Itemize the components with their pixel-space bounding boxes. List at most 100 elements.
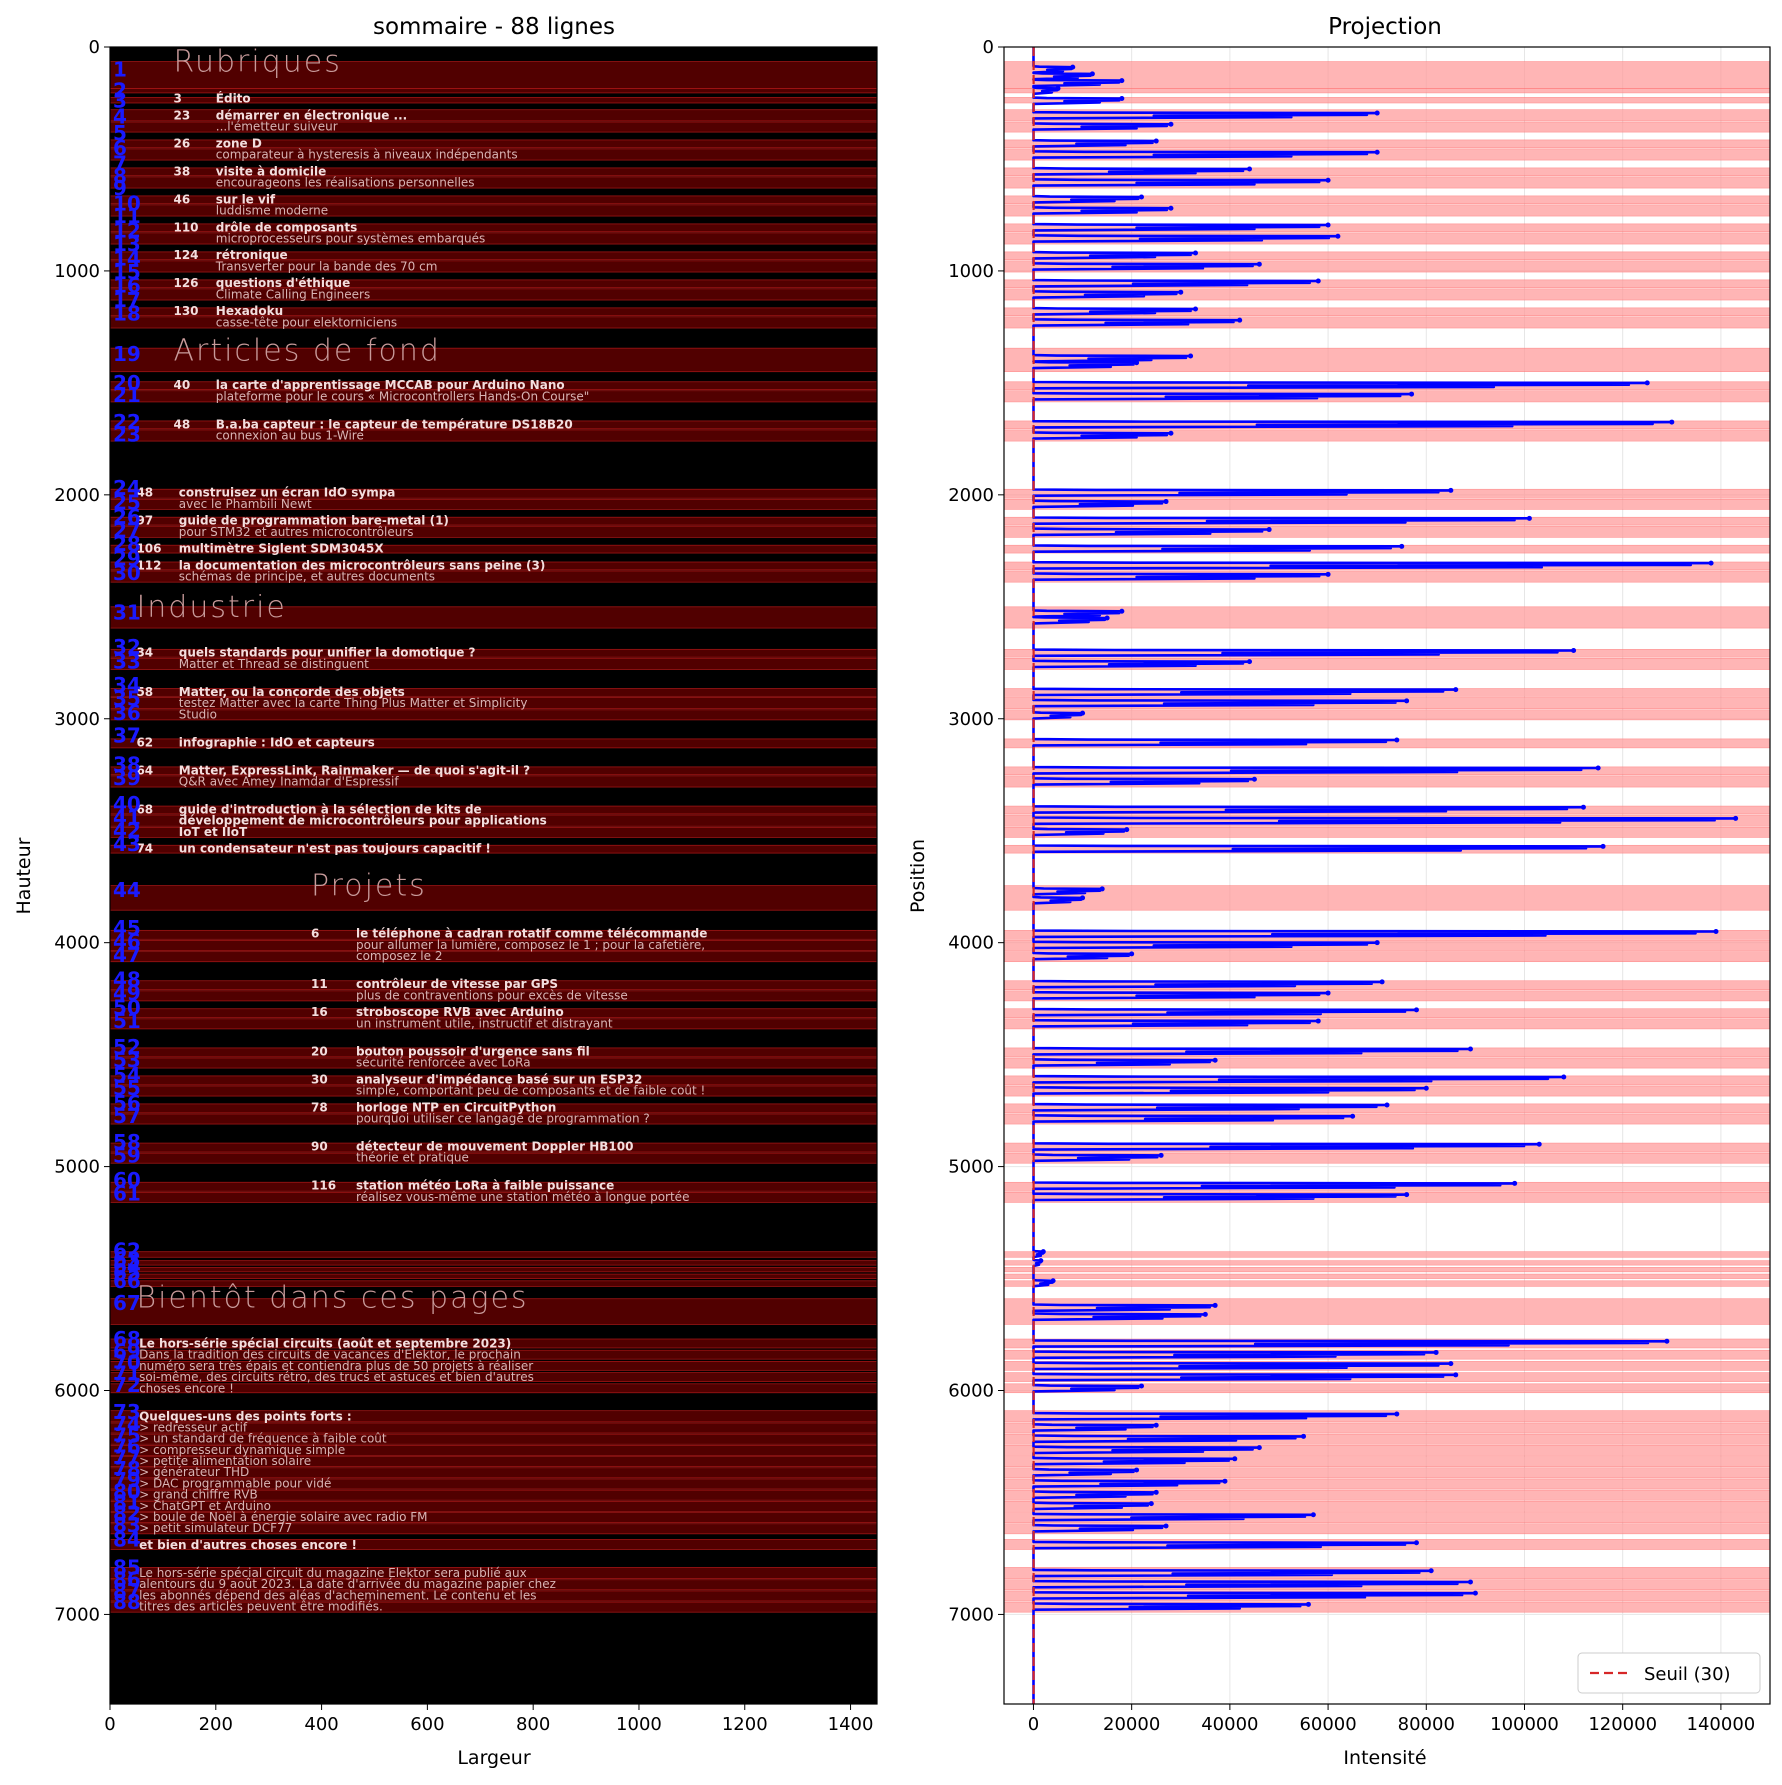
line-number: 46: [113, 930, 141, 954]
entry-text: Hexadoku: [216, 304, 283, 318]
projection-peak: [1433, 1349, 1439, 1355]
projection-peak: [1580, 804, 1586, 810]
right-chart-title: Projection: [1328, 14, 1442, 40]
projection-peak: [1119, 78, 1125, 84]
entry-text: > petit simulateur DCF77: [139, 1521, 292, 1535]
projection-peak: [1413, 1540, 1419, 1546]
projection-peak: [1163, 1523, 1169, 1529]
projection-peak: [1188, 353, 1194, 359]
projection-peak: [1305, 1601, 1311, 1607]
entry-page-number: 6: [311, 927, 319, 941]
x-tick-label: 140000: [1687, 1714, 1756, 1735]
projection-peak: [1134, 360, 1140, 366]
entry-text: connexion au bus 1-Wire: [216, 428, 364, 442]
y-tick-label: 2000: [948, 485, 994, 506]
projection-peak: [1256, 261, 1262, 267]
line-number: 12: [113, 219, 141, 243]
x-tick-label: 0: [104, 1714, 115, 1735]
line-number: 6: [113, 136, 127, 160]
right-row-band: [1003, 1280, 1771, 1287]
entry-page-number: 3: [173, 92, 181, 106]
projection-peak: [1138, 194, 1144, 200]
line-number: 51: [113, 1009, 141, 1033]
entry-text: pour allumer la lumière, composez le 1 ;…: [356, 938, 705, 952]
entry-text: IoT et IIoT: [179, 825, 248, 839]
entry-text: réalisez vous-même une station météo à l…: [356, 1190, 689, 1204]
projection-peak: [1104, 615, 1110, 621]
projection-peak: [1526, 515, 1532, 521]
projection-peak: [1350, 1113, 1356, 1119]
entry-text: rétronique: [216, 248, 288, 262]
entry-page-number: 90: [311, 1139, 328, 1153]
projection-peak: [1080, 710, 1086, 716]
projection-peak: [1080, 895, 1086, 901]
legend: Seuil (30): [1577, 1652, 1761, 1694]
projection-peak: [1315, 278, 1321, 284]
line-number: 77: [113, 1446, 141, 1470]
entry-page-number: 62: [136, 735, 153, 749]
line-number: 78: [113, 1457, 141, 1481]
entry-page-number: 130: [173, 304, 198, 318]
left-x-axis-label: Largeur: [457, 1747, 530, 1769]
projection-peak: [1089, 71, 1095, 77]
projection-peak: [1571, 647, 1577, 653]
line-number: 33: [113, 650, 141, 674]
line-number: 40: [113, 792, 141, 816]
line-number: 79: [113, 1468, 141, 1492]
line-number: 65: [113, 1261, 141, 1285]
line-number: 88: [113, 1590, 141, 1614]
projection-peak: [1384, 1102, 1390, 1108]
projection-peak: [1423, 1085, 1429, 1091]
line-number: 87: [113, 1579, 141, 1603]
line-number: 74: [113, 1412, 141, 1436]
y-tick-label: 2000: [54, 485, 100, 506]
left-row-band: [109, 1273, 878, 1279]
entry-page-number: 110: [173, 220, 198, 234]
y-tick-label: 3000: [54, 709, 100, 730]
projection-peak: [1168, 430, 1174, 436]
line-number: 2: [113, 79, 127, 103]
line-number: 45: [113, 916, 141, 940]
right-row-band: [1003, 709, 1771, 721]
line-number: 35: [113, 687, 141, 711]
line-number: 39: [113, 766, 141, 790]
line-number: 26: [113, 505, 141, 529]
entry-text: un condensateur n'est pas toujours capac…: [179, 842, 491, 856]
left-row-band: [109, 1298, 878, 1325]
line-number: 76: [113, 1434, 141, 1458]
projection-peak: [1232, 1456, 1238, 1462]
x-tick-label: 40000: [1201, 1714, 1258, 1735]
projection-peak: [1212, 1302, 1218, 1308]
entry-text: pour STM32 et autres microcontrôleurs: [179, 525, 414, 539]
projection-peak: [1448, 487, 1454, 493]
right-projection-lines: [1032, 47, 1739, 1704]
x-tick-label: 600: [410, 1714, 444, 1735]
y-tick-label: 6000: [948, 1381, 994, 1402]
projection-peak: [1168, 121, 1174, 127]
line-number: 63: [113, 1248, 141, 1272]
y-tick-label: 5000: [54, 1157, 100, 1178]
entry-text: la carte d'apprentissage MCCAB pour Ardu…: [216, 378, 565, 392]
projection-peak: [1178, 289, 1184, 295]
projection-peak: [1325, 571, 1331, 577]
line-number: 9: [113, 176, 127, 200]
right-row-bands: [1003, 61, 1771, 1613]
entry-text: > grand chiffre RVB: [139, 1488, 258, 1502]
left-text-rows: 3 Édito 23 démarrer en électronique ......l…: [136, 91, 707, 1614]
entry-text: Dans la tradition des circuits de vacanc…: [139, 1348, 521, 1362]
entry-text: avec le Phambili Newt: [179, 497, 312, 511]
projection-peak: [1222, 1478, 1228, 1484]
projection-peak: [1374, 149, 1380, 155]
entry-page-number: 74: [136, 842, 153, 856]
line-number: 64: [113, 1254, 141, 1278]
x-tick-label: 200: [199, 1714, 233, 1735]
entry-text: quels standards pour unifier la domotiqu…: [179, 646, 476, 660]
line-number: 70: [113, 1351, 141, 1375]
line-number: 16: [113, 273, 141, 297]
right-x-axis-label: Intensité: [1343, 1747, 1426, 1769]
left-y-ticks: 0 1000 2000 3000 4000 5000 6000 7000: [54, 37, 110, 1625]
x-tick-label: 1200: [722, 1714, 768, 1735]
line-number: 7: [113, 151, 127, 175]
projection-peak: [1713, 928, 1719, 934]
line-number: 20: [113, 371, 141, 395]
